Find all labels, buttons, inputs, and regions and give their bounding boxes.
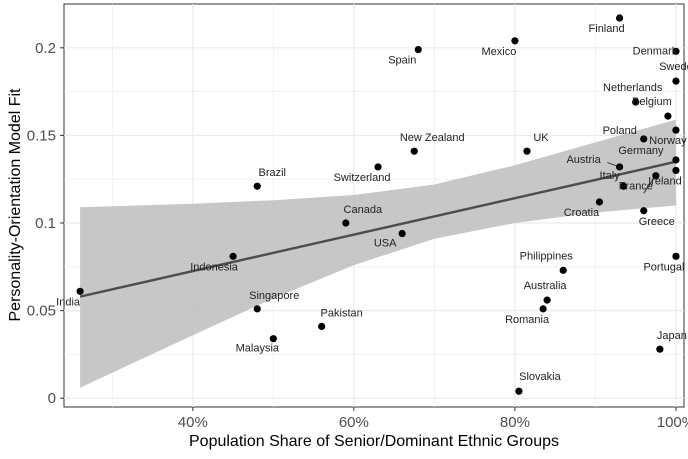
label-sweden: Sweden (659, 61, 688, 73)
label-austria: Austria (566, 154, 601, 166)
point-spain (414, 45, 422, 54)
x-tick-label: 100% (657, 414, 688, 431)
point-australia (543, 296, 551, 304)
point-croatia (595, 198, 604, 206)
point-pakistan (318, 322, 326, 330)
point-canada (342, 219, 350, 227)
label-singapore: Singapore (249, 290, 299, 302)
label-ireland: Ireland (648, 175, 682, 187)
label-usa: USA (374, 238, 397, 250)
label-france: France (619, 181, 653, 193)
point-france (652, 172, 660, 180)
x-tick-label: 60% (339, 414, 369, 431)
y-tick-label: 0.1 (35, 215, 56, 232)
point-poland (640, 135, 648, 143)
label-japan: Japan (657, 330, 687, 342)
point-greece (640, 207, 648, 215)
x-tick-label: 40% (178, 414, 208, 431)
point-sweden (672, 77, 680, 85)
point-labels: India Indonesia Singapore Brazil Malaysia Pak… (56, 23, 688, 383)
point-malaysia (269, 335, 277, 343)
point-uk (523, 147, 531, 155)
point-singapore (253, 305, 261, 313)
point-japan (656, 345, 664, 353)
label-switzerland: Switzerland (334, 172, 391, 184)
regression-line (79, 160, 677, 298)
point-slovakia (515, 387, 523, 395)
label-germany: Germany (618, 145, 664, 157)
label-malaysia: Malaysia (236, 343, 280, 355)
point-norway (672, 126, 680, 134)
x-axis-title: Population Share of Senior/Dominant Ethn… (189, 433, 559, 450)
point-netherlands (632, 98, 640, 106)
y-axis-title: Personality-Orientation Model Fit (7, 88, 24, 322)
label-brazil: Brazil (258, 167, 286, 179)
x-tick-label: 80% (500, 414, 530, 431)
point-portugal (672, 252, 680, 260)
label-portugal: Portugal (643, 261, 684, 273)
label-croatia: Croatia (564, 207, 600, 219)
label-italy: Italy (600, 170, 621, 182)
point-germany (672, 156, 680, 164)
point-philippines (559, 266, 567, 274)
point-india (76, 287, 84, 295)
point-usa (398, 229, 406, 238)
point-denmark (672, 47, 680, 55)
x-axis-ticks: 40% 60% 80% 100% (178, 407, 688, 431)
label-australia: Australia (524, 280, 568, 292)
y-tick-label: 0.15 (27, 127, 56, 144)
label-india: India (56, 296, 81, 308)
label-canada: Canada (344, 204, 383, 216)
point-indonesia (229, 252, 237, 260)
point-mexico (511, 37, 519, 45)
confidence-band (80, 119, 676, 388)
label-poland: Poland (603, 125, 637, 137)
label-new-zealand: New Zealand (400, 132, 465, 144)
label-philippines: Philippines (520, 250, 574, 262)
y-tick-label: 0.05 (27, 303, 56, 320)
point-ireland (672, 166, 680, 175)
label-uk: UK (533, 132, 549, 144)
point-brazil (253, 182, 261, 190)
label-norway: Norway (649, 135, 687, 147)
y-axis-ticks: 0 0.05 0.1 0.15 0.2 (27, 40, 64, 407)
point-new-zealand (410, 147, 418, 155)
y-tick-label: 0.2 (35, 40, 56, 57)
point-finland (615, 14, 624, 22)
label-denmark: Denmark (633, 45, 678, 57)
label-slovakia: Slovakia (519, 371, 561, 383)
label-indonesia: Indonesia (190, 261, 239, 273)
data-points (76, 14, 680, 395)
point-switzerland (374, 163, 382, 171)
point-belgium (664, 112, 672, 120)
label-spain: Spain (388, 55, 416, 67)
label-mexico: Mexico (481, 46, 516, 58)
point-austria (615, 163, 624, 171)
label-finland: Finland (589, 23, 625, 35)
label-romania: Romania (505, 314, 550, 326)
label-netherlands: Netherlands (603, 82, 663, 94)
label-belgium: Belgium (632, 96, 672, 108)
point-italy (620, 182, 628, 190)
y-tick-label: 0 (48, 390, 56, 407)
label-greece: Greece (639, 216, 675, 228)
point-romania (539, 305, 547, 313)
label-pakistan: Pakistan (321, 307, 363, 319)
